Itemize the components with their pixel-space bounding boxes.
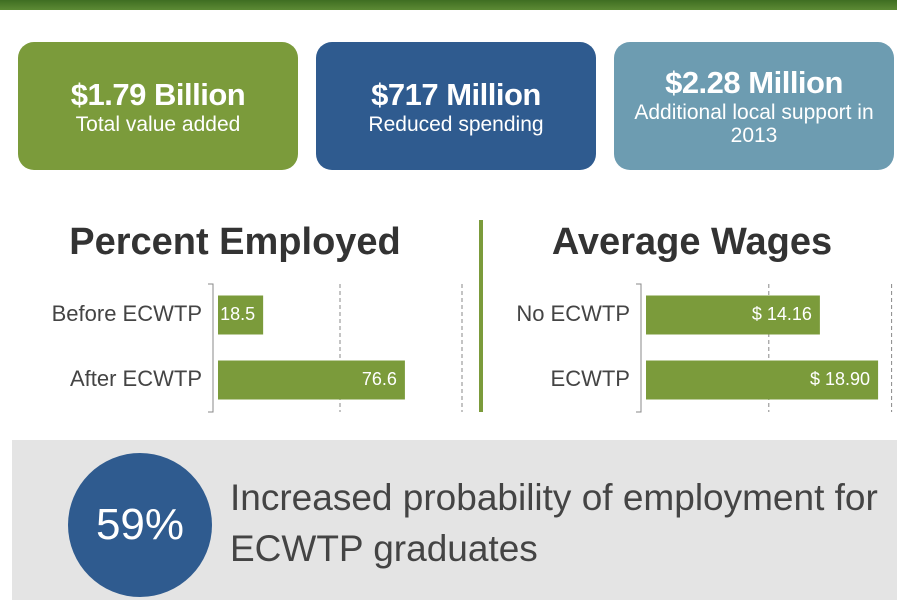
bar xyxy=(218,360,405,400)
category-label: Before ECWTP xyxy=(52,301,202,326)
card-title: $717 Million xyxy=(371,76,541,112)
stat-card: $2.28 Million Additional local support i… xyxy=(614,42,894,170)
chart-title: Percent Employed xyxy=(69,221,401,263)
card-subtitle: Additional local support in 2013 xyxy=(634,101,874,147)
stat-card: $717 Million Reduced spending xyxy=(316,42,596,170)
bar xyxy=(646,295,820,335)
card-title: $2.28 Million xyxy=(665,65,843,100)
data-label: $ 14.16 xyxy=(752,304,812,324)
axis-bracket xyxy=(636,283,642,413)
axis-bracket xyxy=(208,283,214,413)
card-title: $1.79 Billion xyxy=(70,76,246,112)
chart-title: Average Wages xyxy=(552,221,832,263)
category-label: ECWTP xyxy=(551,366,630,391)
card-subtitle: Reduced spending xyxy=(368,112,544,136)
charts: Percent Employed Before ECWTP 18.5 After EC… xyxy=(52,220,893,413)
category-label: After ECWTP xyxy=(70,366,202,391)
stat-card: $1.79 Billion Total value added xyxy=(18,42,298,170)
bar xyxy=(218,295,264,335)
card-subtitle: Total value added xyxy=(75,112,241,136)
data-label: 18.5 xyxy=(220,304,255,324)
bar xyxy=(646,360,879,400)
callout-text: Increased probability of employment for … xyxy=(230,477,878,569)
callout-value: 59% xyxy=(68,453,212,597)
data-label: $ 18.90 xyxy=(810,369,870,389)
data-label: 76.6 xyxy=(362,369,397,389)
category-label: No ECWTP xyxy=(516,301,630,326)
